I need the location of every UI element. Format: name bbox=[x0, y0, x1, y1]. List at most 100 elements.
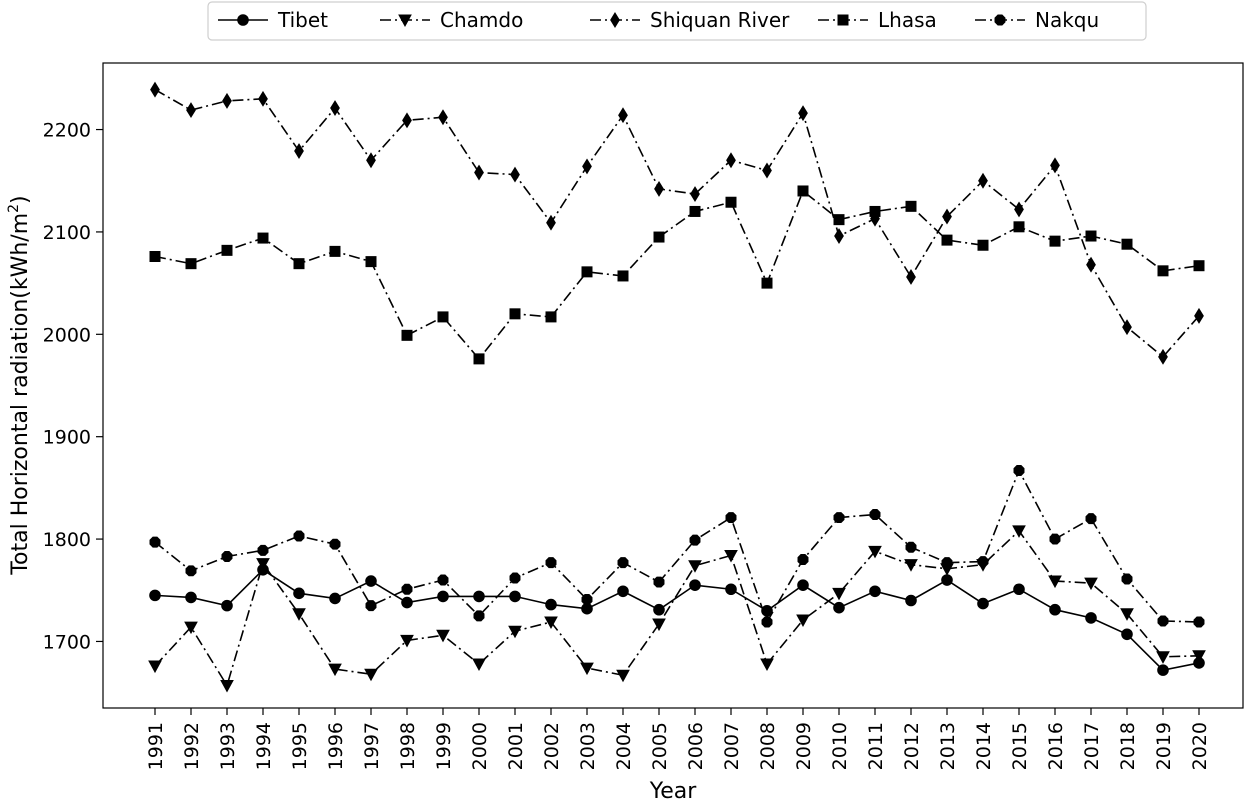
data-point-lhasa-2002 bbox=[545, 311, 557, 323]
data-point-chamdo-2015 bbox=[1012, 525, 1026, 538]
data-point-chamdo-2006 bbox=[688, 560, 702, 573]
data-point-nakqu-2013 bbox=[941, 557, 953, 569]
series-nakqu bbox=[149, 464, 1205, 628]
data-point-chamdo-1994 bbox=[256, 558, 270, 571]
y-tick-label-1900: 1900 bbox=[43, 427, 91, 449]
data-point-shiquan-river-1993 bbox=[222, 92, 232, 109]
data-point-nakqu-1993 bbox=[221, 550, 233, 562]
data-point-lhasa-2006 bbox=[689, 205, 701, 217]
legend-label-tibet: Tibet bbox=[277, 8, 328, 32]
data-point-tibet-2009 bbox=[797, 579, 809, 591]
series-lhasa bbox=[149, 185, 1205, 365]
data-point-tibet-2007 bbox=[725, 583, 737, 596]
data-point-chamdo-2000 bbox=[472, 658, 486, 672]
data-point-tibet-2018 bbox=[1121, 628, 1133, 641]
data-point-tibet-2014 bbox=[977, 597, 989, 610]
data-point-lhasa-2010 bbox=[833, 214, 845, 226]
data-point-shiquan-river-2006 bbox=[690, 186, 700, 203]
data-point-shiquan-river-2012 bbox=[906, 269, 916, 285]
data-point-nakqu-2004 bbox=[617, 557, 629, 569]
x-tick-label-2013: 2013 bbox=[937, 722, 959, 770]
data-point-lhasa-1997 bbox=[365, 256, 377, 268]
data-point-tibet-2019 bbox=[1157, 664, 1169, 676]
series-line-chamdo bbox=[154, 529, 1200, 688]
data-point-shiquan-river-2005 bbox=[654, 180, 664, 197]
data-point-tibet-2001 bbox=[509, 590, 521, 603]
data-point-lhasa-1995 bbox=[293, 258, 305, 270]
y-tick-label-2000: 2000 bbox=[43, 324, 91, 346]
data-point-shiquan-river-2019 bbox=[1158, 348, 1168, 365]
data-point-tibet-2015 bbox=[1013, 583, 1025, 596]
legend-box bbox=[207, 1, 1147, 41]
x-tick-label-1999: 1999 bbox=[433, 722, 455, 770]
y-axis-label-close: ) bbox=[8, 195, 33, 204]
data-point-lhasa-2003 bbox=[581, 266, 593, 278]
series-shiquan-river bbox=[150, 81, 1204, 365]
data-point-nakqu-1997 bbox=[365, 600, 377, 612]
data-point-nakqu-1991 bbox=[149, 536, 161, 548]
x-tick-label-1994: 1994 bbox=[253, 722, 275, 770]
data-point-lhasa-2008 bbox=[761, 277, 773, 289]
data-point-nakqu-1999 bbox=[437, 574, 449, 586]
data-point-lhasa-2009 bbox=[797, 185, 809, 197]
data-point-tibet-2002 bbox=[545, 598, 557, 611]
data-point-nakqu-2016 bbox=[1049, 533, 1061, 545]
data-point-tibet-1997 bbox=[365, 575, 377, 587]
legend-marker-lhasa bbox=[837, 14, 849, 26]
data-point-lhasa-2012 bbox=[905, 200, 917, 212]
data-point-nakqu-2006 bbox=[689, 534, 701, 546]
legend-marker-shiquan-river bbox=[610, 12, 620, 28]
data-point-chamdo-1992 bbox=[184, 621, 198, 635]
x-tick-label-2016: 2016 bbox=[1045, 722, 1067, 770]
x-tick-label-2012: 2012 bbox=[901, 722, 923, 770]
data-point-lhasa-1993 bbox=[221, 244, 233, 256]
legend-item-tibet: Tibet bbox=[218, 8, 328, 32]
data-point-shiquan-river-1992 bbox=[186, 102, 196, 119]
data-point-chamdo-1991 bbox=[148, 660, 162, 674]
data-point-tibet-2011 bbox=[869, 585, 881, 598]
legend-marker-chamdo bbox=[398, 14, 412, 28]
x-tick-label-2017: 2017 bbox=[1081, 722, 1103, 770]
y-axis-label-sup: 2 bbox=[6, 204, 22, 213]
data-point-lhasa-2020 bbox=[1193, 260, 1205, 272]
legend-item-chamdo: Chamdo bbox=[380, 8, 523, 32]
series-line-lhasa bbox=[154, 189, 1200, 361]
legend-marker-nakqu bbox=[994, 14, 1006, 26]
legend-label-lhasa: Lhasa bbox=[878, 8, 937, 32]
data-point-shiquan-river-1994 bbox=[258, 90, 268, 107]
legend-label-chamdo: Chamdo bbox=[440, 8, 523, 32]
data-point-chamdo-1998 bbox=[400, 634, 414, 648]
data-point-lhasa-2013 bbox=[941, 234, 953, 246]
data-point-shiquan-river-2004 bbox=[618, 107, 628, 124]
data-point-chamdo-2003 bbox=[580, 662, 594, 676]
data-point-tibet-1995 bbox=[293, 587, 305, 600]
series-line-nakqu bbox=[154, 468, 1200, 624]
data-point-chamdo-2019 bbox=[1156, 651, 1170, 664]
data-point-nakqu-2000 bbox=[473, 610, 485, 622]
data-point-nakqu-2008 bbox=[761, 616, 773, 628]
x-tick-label-1998: 1998 bbox=[397, 722, 419, 770]
x-tick-label-2005: 2005 bbox=[649, 722, 671, 770]
data-point-chamdo-1997 bbox=[364, 668, 378, 682]
data-point-tibet-2004 bbox=[617, 585, 629, 598]
legend-marker-tibet bbox=[237, 14, 249, 26]
series-line-shiquan-river bbox=[154, 88, 1200, 358]
x-tick-label-2018: 2018 bbox=[1117, 722, 1139, 770]
data-point-chamdo-2001 bbox=[508, 625, 522, 639]
data-point-chamdo-2018 bbox=[1120, 608, 1134, 621]
data-point-shiquan-river-2015 bbox=[1014, 201, 1024, 218]
data-point-tibet-2012 bbox=[905, 594, 917, 607]
data-point-nakqu-1995 bbox=[293, 530, 305, 542]
data-point-shiquan-river-2009 bbox=[798, 105, 808, 122]
data-point-shiquan-river-2000 bbox=[474, 164, 484, 181]
data-point-nakqu-1996 bbox=[329, 538, 341, 550]
data-point-nakqu-2017 bbox=[1085, 513, 1097, 525]
y-tick-label-1700: 1700 bbox=[43, 631, 91, 653]
data-point-nakqu-2014 bbox=[977, 556, 989, 568]
data-point-nakqu-2007 bbox=[725, 512, 737, 524]
data-point-lhasa-2004 bbox=[617, 270, 629, 282]
data-point-nakqu-1998 bbox=[401, 583, 413, 595]
data-point-nakqu-2015 bbox=[1013, 464, 1025, 476]
data-point-shiquan-river-2003 bbox=[582, 158, 592, 175]
data-point-tibet-2017 bbox=[1085, 612, 1097, 624]
